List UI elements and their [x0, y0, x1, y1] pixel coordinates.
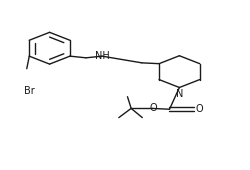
Text: Br: Br — [24, 86, 35, 96]
Text: O: O — [195, 104, 203, 114]
Text: N: N — [176, 89, 183, 99]
Text: O: O — [149, 103, 157, 113]
Text: NH: NH — [95, 51, 110, 61]
